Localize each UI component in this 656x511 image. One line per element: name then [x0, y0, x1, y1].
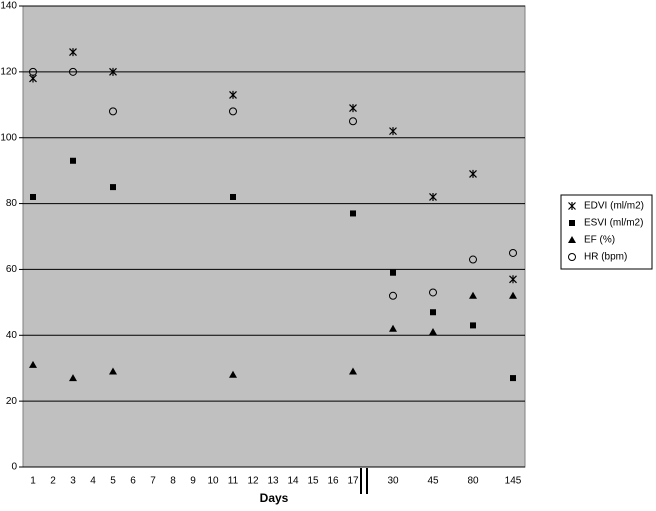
marker [470, 322, 476, 329]
y-tick-label: 20 [6, 396, 18, 407]
marker [429, 192, 437, 201]
x-tick-label: 30 [387, 476, 399, 487]
plot-area [22, 5, 526, 468]
legend-marker [569, 220, 575, 226]
marker [389, 127, 397, 136]
marker [390, 269, 396, 276]
marker [69, 48, 77, 57]
y-tick-label: 80 [6, 198, 18, 209]
x-tick-label: 45 [427, 476, 439, 487]
marker [509, 291, 517, 299]
x-tick-label: 10 [207, 476, 219, 487]
x-tick-label: 12 [247, 476, 259, 487]
marker [69, 67, 77, 76]
marker [430, 309, 436, 316]
marker [469, 255, 477, 264]
x-tick-label: 1 [30, 476, 36, 487]
legend [560, 194, 653, 270]
marker [469, 169, 477, 178]
x-tick-label: 14 [287, 476, 299, 487]
x-tick-label: 80 [467, 476, 479, 487]
x-tick-label: 2 [50, 476, 56, 487]
x-tick-label: 145 [505, 476, 522, 487]
marker [109, 107, 117, 116]
marker [510, 375, 516, 382]
x-tick-label: 15 [307, 476, 319, 487]
x-tick-label: 8 [170, 476, 176, 487]
marker [349, 367, 357, 375]
marker [389, 291, 397, 300]
x-tick-label: 16 [327, 476, 339, 487]
x-tick-label: 13 [267, 476, 279, 487]
y-tick-label: 120 [0, 66, 17, 77]
legend-marker [568, 202, 576, 210]
marker [229, 107, 237, 116]
marker [509, 275, 517, 284]
marker [349, 117, 357, 126]
legend-marker [568, 236, 576, 243]
legend-label: EDVI (ml/m2) [584, 201, 644, 212]
x-tick-label: 3 [70, 476, 76, 487]
x-tick-label: 17 [347, 476, 359, 487]
x-tick-label: 6 [130, 476, 136, 487]
marker [429, 288, 437, 297]
legend-label: ESVI (ml/m2) [584, 218, 643, 229]
marker [109, 67, 117, 76]
marker [469, 291, 477, 299]
marker [69, 374, 77, 382]
marker [70, 157, 76, 164]
marker [230, 193, 236, 200]
legend-marker [568, 253, 576, 261]
marker [509, 248, 517, 257]
marker [389, 324, 397, 332]
x-tick-label: 5 [110, 476, 116, 487]
x-tick-label: 7 [150, 476, 156, 487]
marker [29, 360, 37, 368]
marker [229, 90, 237, 99]
marker [429, 327, 437, 335]
marker [349, 104, 357, 113]
marker [109, 367, 117, 375]
marker [350, 210, 356, 217]
marker [29, 67, 37, 76]
x-tick-label: 4 [90, 476, 96, 487]
legend-label: HR (bpm) [584, 252, 627, 263]
x-axis-title: Days [260, 491, 289, 505]
marker [229, 370, 237, 378]
x-tick-label: 9 [190, 476, 196, 487]
y-tick-label: 40 [6, 330, 18, 341]
marker [110, 184, 116, 191]
x-tick-label: 11 [228, 476, 239, 487]
y-tick-label: 60 [6, 264, 18, 275]
y-tick-label: 0 [11, 462, 17, 473]
y-tick-label: 100 [0, 132, 17, 143]
marker [30, 193, 36, 200]
y-tick-label: 140 [0, 1, 17, 12]
legend-label: EF (%) [584, 235, 615, 246]
